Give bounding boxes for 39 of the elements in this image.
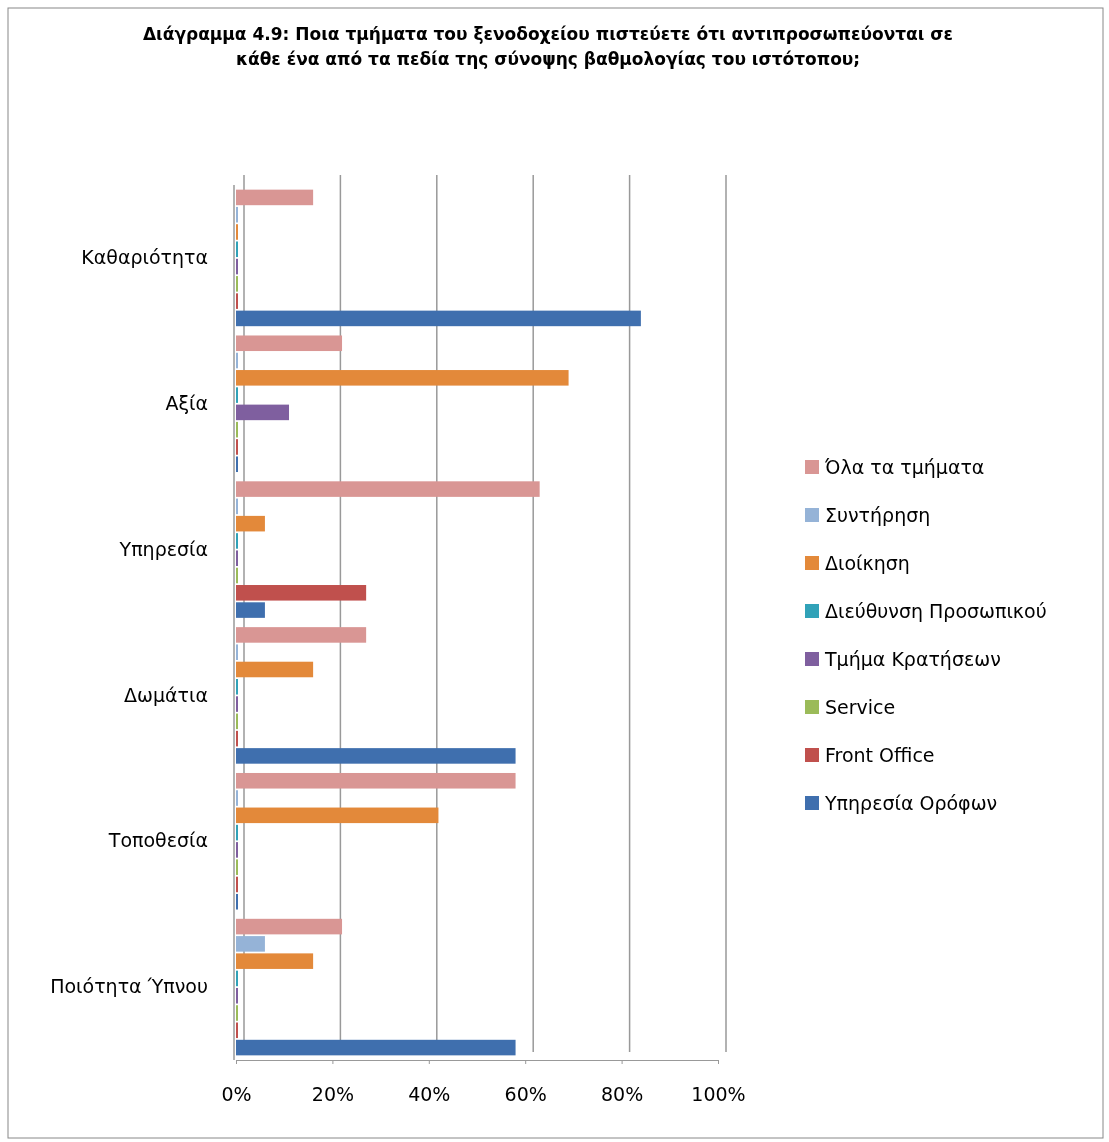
bar bbox=[236, 310, 641, 327]
y-tick-label: Καθαριότητα bbox=[81, 246, 208, 268]
y-tick-label: Υπηρεσία bbox=[118, 537, 208, 560]
legend-label: Service bbox=[825, 696, 896, 718]
bar bbox=[236, 936, 265, 952]
y-tick-label: Ποιότητα Ύπνου bbox=[50, 975, 208, 998]
x-tick-label: 60% bbox=[504, 1083, 547, 1106]
legend-label: Διοίκηση bbox=[825, 552, 910, 574]
bar bbox=[236, 585, 367, 601]
x-tick-label: 100% bbox=[691, 1083, 746, 1106]
y-tick-label: Αξία bbox=[165, 391, 208, 414]
legend-label: Όλα τα τμήματα bbox=[824, 456, 985, 478]
bar bbox=[236, 335, 343, 352]
bar bbox=[236, 404, 290, 421]
bar bbox=[236, 918, 343, 935]
legend-label: Υπηρεσία Ορόφων bbox=[824, 792, 998, 814]
legend-label: Συντήρηση bbox=[825, 504, 931, 526]
bar bbox=[236, 189, 314, 206]
y-tick-label: Τοποθεσία bbox=[107, 829, 208, 852]
bar bbox=[236, 772, 516, 789]
legend-label: Front Office bbox=[825, 744, 935, 766]
x-tick-label: 80% bbox=[600, 1083, 644, 1106]
chart-title: Διάγραμμα 4.9: Ποια τμήματα του ξενοδοχείου πιστεύετε ότι αντιπροσωπεύονται σε κάθε ένα από τα πεδία της σύνοψης βαθμολογίας του ιστότοπου; bbox=[142, 24, 954, 69]
bar bbox=[236, 748, 516, 764]
bar bbox=[236, 481, 540, 497]
bar bbox=[236, 627, 367, 643]
legend-label: Τμήμα Κρατήσεων bbox=[824, 648, 1001, 670]
bar bbox=[236, 661, 314, 678]
bar bbox=[236, 953, 314, 969]
bar bbox=[236, 1039, 516, 1056]
bar bbox=[236, 602, 265, 618]
bar bbox=[236, 370, 569, 386]
x-tick-label: 40% bbox=[408, 1083, 451, 1106]
y-tick-label: Δωμάτια bbox=[124, 683, 208, 706]
legend-label: Διεύθυνση Προσωπικού bbox=[825, 600, 1047, 622]
x-tick-label: 0% bbox=[221, 1083, 252, 1106]
bar bbox=[236, 515, 265, 532]
x-tick-label: 20% bbox=[311, 1083, 355, 1106]
bar bbox=[236, 807, 439, 824]
